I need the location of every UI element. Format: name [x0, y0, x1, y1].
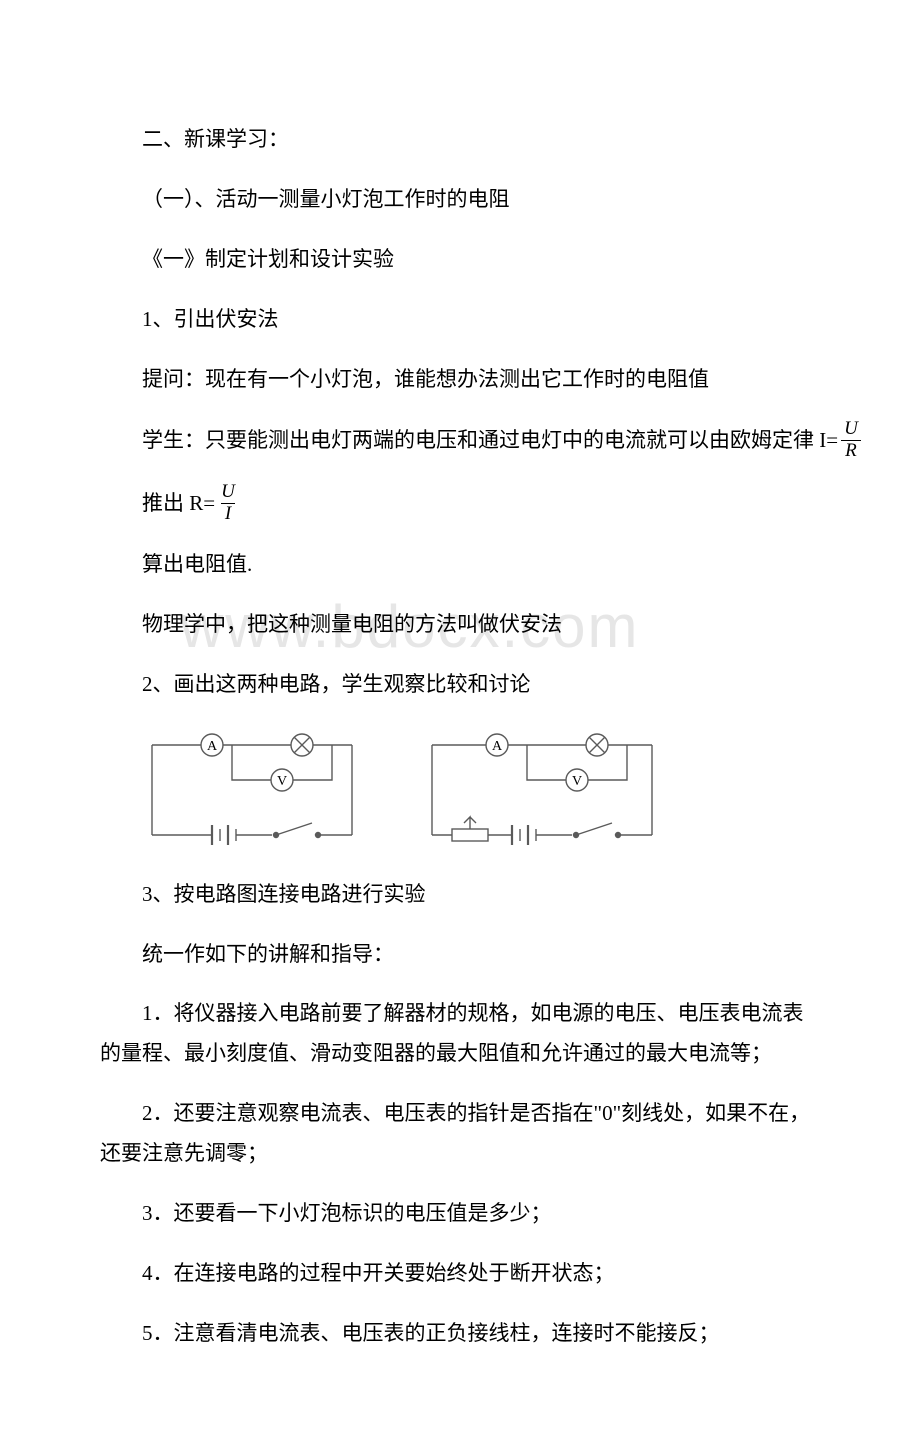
- guidance-intro: 统一作如下的讲解和指导：: [100, 935, 820, 975]
- sub1-title: 《一》制定计划和设计实验: [100, 240, 820, 280]
- ammeter-label-2: A: [492, 739, 503, 754]
- section2-title: 二、新课学习：: [100, 120, 820, 160]
- item3-heading: 3、按电路图连接电路进行实验: [100, 875, 820, 915]
- guidance-2: 2．还要注意观察电流表、电压表的指针是否指在"0"刻线处，如果不在，还要注意先调…: [100, 1094, 820, 1174]
- guidance-4: 4．在连接电路的过程中开关要始终处于断开状态；: [100, 1254, 820, 1294]
- item1-derive-text: 推出 R=: [142, 491, 215, 515]
- item1-student-text: 学生：只要能测出电灯两端的电压和通过电灯中的电流就可以由欧姆定律 I=: [100, 421, 838, 461]
- circuit-diagrams: A V: [132, 725, 820, 855]
- guidance-3: 3．还要看一下小灯泡标识的电压值是多少；: [100, 1194, 820, 1234]
- item1-method: 物理学中，把这种测量电阻的方法叫做伏安法: [100, 605, 820, 645]
- document-body: 二、新课学习： （一）、活动一测量小灯泡工作时的电阻 《一》制定计划和设计实验 …: [100, 120, 820, 1354]
- ammeter-label: A: [207, 739, 218, 754]
- activity1-title: （一）、活动一测量小灯泡工作时的电阻: [100, 180, 820, 220]
- item1-calc: 算出电阻值.: [100, 545, 820, 585]
- fraction-numerator: U: [840, 419, 862, 440]
- fraction-denominator: R: [841, 440, 861, 462]
- circuit-diagram-1: A V: [132, 725, 372, 855]
- voltmeter-label-2: V: [572, 774, 582, 789]
- fraction-u-over-i: U I: [217, 482, 239, 525]
- item1-derive-label: 推出 R=: [100, 484, 215, 524]
- item1-question: 提问：现在有一个小灯泡，谁能想办法测出它工作时的电阻值: [100, 360, 820, 400]
- guidance-5: 5．注意看清电流表、电压表的正负接线柱，连接时不能接反；: [100, 1314, 820, 1354]
- fraction-u-over-r: U R: [840, 419, 862, 462]
- guidance-1: 1．将仪器接入电路前要了解器材的规格，如电源的电压、电压表电流表的量程、最小刻度…: [100, 994, 820, 1074]
- fraction-numerator-2: U: [217, 482, 239, 503]
- item1-student-line: 学生：只要能测出电灯两端的电压和通过电灯中的电流就可以由欧姆定律 I= U R: [100, 419, 820, 462]
- voltmeter-label: V: [277, 774, 287, 789]
- item1-student-answer: 学生：只要能测出电灯两端的电压和通过电灯中的电流就可以由欧姆定律 I=: [142, 428, 838, 452]
- fraction-denominator-2: I: [221, 503, 235, 525]
- item1-heading: 1、引出伏安法: [100, 300, 820, 340]
- circuit-diagram-2: A V: [412, 725, 672, 855]
- item2-heading: 2、画出这两种电路，学生观察比较和讨论: [100, 665, 820, 705]
- item1-derive-line: 推出 R= U I: [100, 482, 820, 525]
